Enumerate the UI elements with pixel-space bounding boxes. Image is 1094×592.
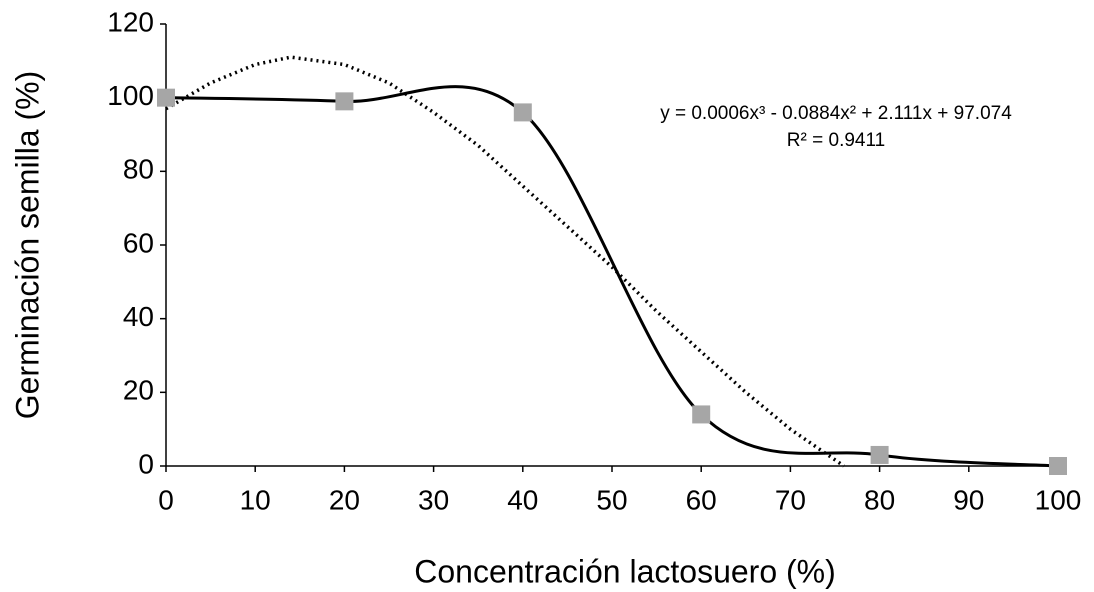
x-tick-label: 50 — [596, 484, 627, 515]
series-line — [165, 85, 1059, 468]
x-tick-label: 0 — [158, 484, 174, 515]
x-tick-label: 70 — [775, 484, 806, 515]
x-tick-label: 20 — [329, 484, 360, 515]
x-tick-label: 100 — [1035, 484, 1082, 515]
data-point — [335, 92, 354, 111]
x-tick-label: 90 — [953, 484, 984, 515]
y-tick-label: 120 — [107, 6, 154, 37]
x-tick-label: 10 — [240, 484, 271, 515]
x-tick-label: 30 — [418, 484, 449, 515]
r-squared: R² = 0.9411 — [787, 130, 885, 151]
y-tick-label: 40 — [123, 301, 154, 332]
y-axis-label: Germinación semilla (%) — [9, 71, 45, 420]
x-tick-label: 40 — [507, 484, 538, 515]
y-tick-label: 0 — [138, 448, 154, 479]
trend-equation: y = 0.0006x³ - 0.0884x² + 2.111x + 97.07… — [660, 103, 1012, 124]
data-point — [1049, 457, 1067, 475]
y-tick-label: 100 — [107, 80, 154, 111]
y-tick-label: 20 — [123, 375, 154, 406]
data-point — [870, 445, 889, 464]
data-point — [513, 103, 532, 122]
x-tick-label: 60 — [686, 484, 717, 515]
data-point — [157, 88, 175, 107]
x-axis-label: Concentración lactosuero (%) — [414, 553, 836, 589]
y-tick-label: 60 — [123, 227, 154, 258]
y-tick-label: 80 — [123, 154, 154, 185]
data-point — [692, 405, 711, 424]
x-tick-label: 80 — [864, 484, 895, 515]
